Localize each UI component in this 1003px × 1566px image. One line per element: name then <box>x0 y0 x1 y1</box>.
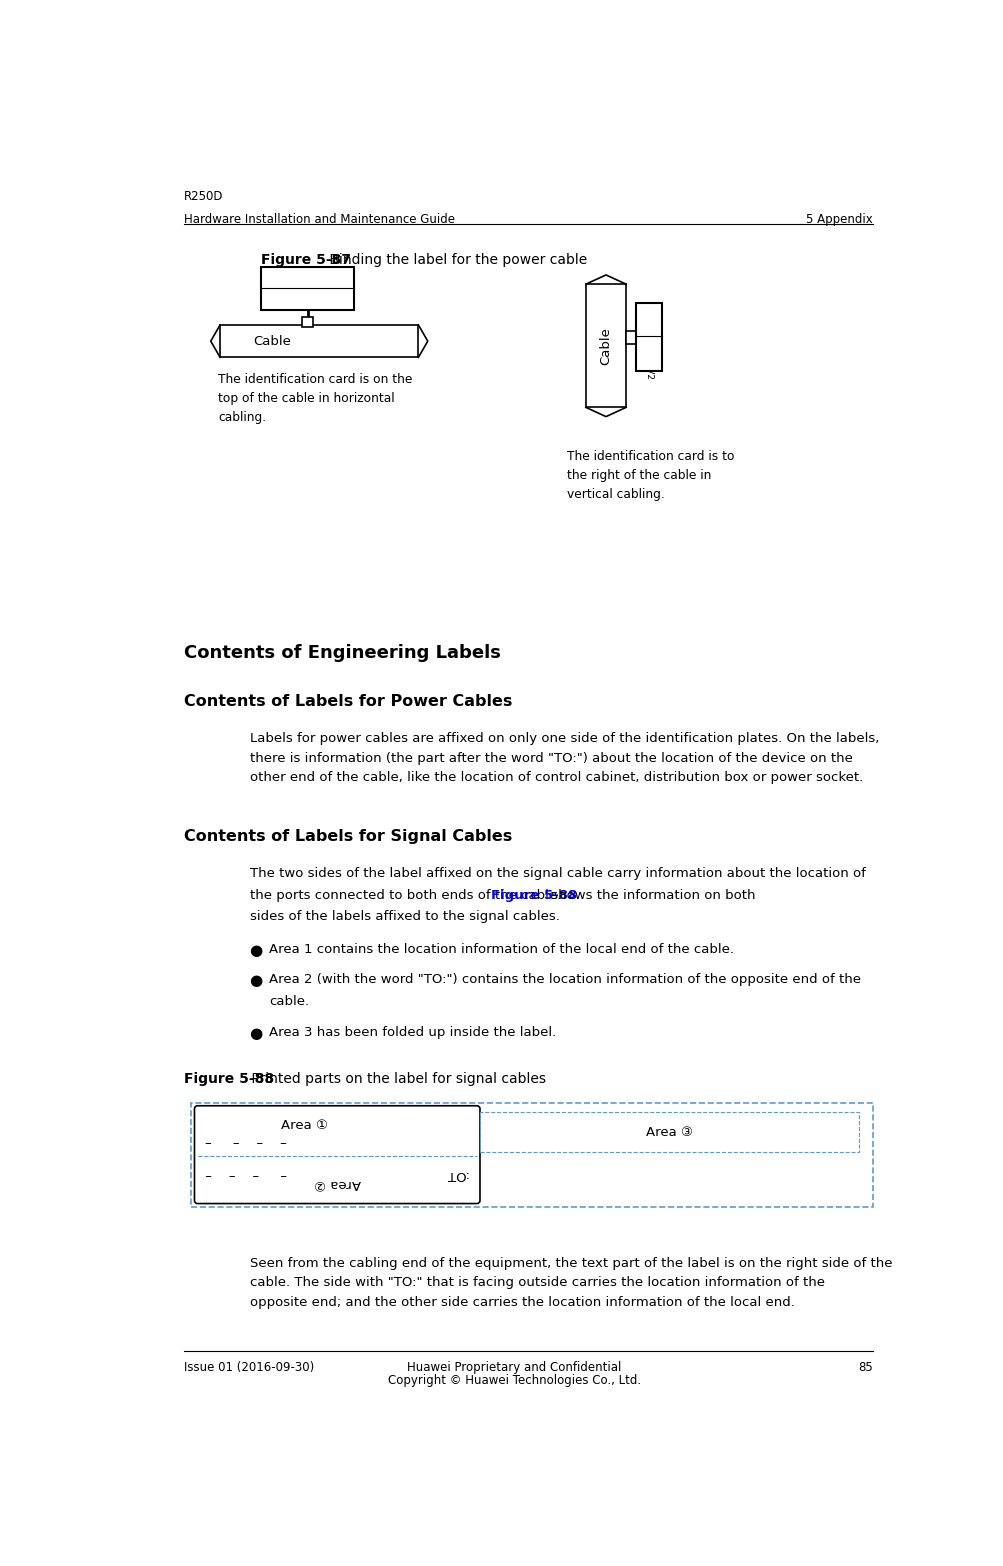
Text: :OT: :OT <box>444 1168 467 1181</box>
Text: Area 3 has been folded up inside the label.: Area 3 has been folded up inside the lab… <box>269 1026 556 1038</box>
Text: Labels for power cables are affixed on only one side of the identification plate: Labels for power cables are affixed on o… <box>250 733 878 785</box>
Text: Contents of Engineering Labels: Contents of Engineering Labels <box>184 644 500 662</box>
Text: Huawei Proprietary and Confidential: Huawei Proprietary and Confidential <box>407 1361 621 1373</box>
Text: Area 1 contains the location information of the local end of the cable.: Area 1 contains the location information… <box>269 943 733 955</box>
Text: –     –    –    –: – – – – <box>206 1137 287 1149</box>
Text: Area 2 (with the word "TO:") contains the location information of the opposite e: Area 2 (with the word "TO:") contains th… <box>269 974 860 987</box>
Text: Area ②: Area ② <box>314 1178 360 1190</box>
Text: ●: ● <box>250 943 263 957</box>
Bar <box>479 1112 858 1153</box>
Bar <box>261 268 354 310</box>
Text: Seen from the cabling end of the equipment, the text part of the label is on the: Seen from the cabling end of the equipme… <box>250 1256 891 1309</box>
Text: the ports connected to both ends of the cable.: the ports connected to both ends of the … <box>250 888 565 902</box>
Text: Area ③: Area ③ <box>645 1126 692 1138</box>
Text: shows the information on both: shows the information on both <box>547 888 755 902</box>
Text: Contents of Labels for Power Cables: Contents of Labels for Power Cables <box>184 694 512 709</box>
Text: The identification card is on the
top of the cable in horizontal
cabling.: The identification card is on the top of… <box>219 373 412 424</box>
Text: R250D: R250D <box>184 189 223 202</box>
Text: Contents of Labels for Signal Cables: Contents of Labels for Signal Cables <box>184 828 512 844</box>
Text: Printed parts on the label for signal cables: Printed parts on the label for signal ca… <box>247 1071 546 1085</box>
Text: B03 - -48V2: B03 - -48V2 <box>266 293 340 305</box>
Text: 5 Appendix: 5 Appendix <box>805 213 872 227</box>
Bar <box>636 304 661 371</box>
Text: ●: ● <box>250 1026 263 1041</box>
Text: 85: 85 <box>857 1361 872 1373</box>
Bar <box>586 283 626 407</box>
Text: Cable: Cable <box>599 327 612 365</box>
Text: Hardware Installation and Maintenance Guide: Hardware Installation and Maintenance Gu… <box>184 213 454 227</box>
Text: The identification card is to
the right of the cable in
vertical cabling.: The identification card is to the right … <box>567 449 734 501</box>
Text: TO:: TO: <box>266 269 288 283</box>
Text: cable.: cable. <box>269 994 309 1009</box>
Text: Cable: Cable <box>253 335 291 348</box>
FancyBboxPatch shape <box>195 1106 479 1204</box>
Text: Area ①: Area ① <box>281 1118 328 1132</box>
Bar <box>302 318 313 327</box>
Text: Copyright © Huawei Technologies Co., Ltd.: Copyright © Huawei Technologies Co., Ltd… <box>387 1375 641 1387</box>
Text: ●: ● <box>250 974 263 988</box>
Bar <box>220 326 418 357</box>
Text: Binding the label for the power cable: Binding the label for the power cable <box>324 254 587 268</box>
Bar <box>626 330 643 343</box>
Text: Figure 5-88: Figure 5-88 <box>184 1071 274 1085</box>
Text: Issue 01 (2016-09-30): Issue 01 (2016-09-30) <box>184 1361 314 1373</box>
Text: TO:: TO: <box>644 310 654 329</box>
Text: –     –    –    –: – – – – <box>206 1168 287 1181</box>
Text: B03 - -48V2: B03 - -48V2 <box>644 326 653 379</box>
Text: The two sides of the label affixed on the signal cable carry information about t: The two sides of the label affixed on th… <box>250 868 865 880</box>
Text: Figure 5-87: Figure 5-87 <box>261 254 351 268</box>
Text: sides of the labels affixed to the signal cables.: sides of the labels affixed to the signa… <box>250 910 559 924</box>
Bar <box>192 1102 872 1207</box>
Text: Figure 5-88: Figure 5-88 <box>490 888 577 902</box>
